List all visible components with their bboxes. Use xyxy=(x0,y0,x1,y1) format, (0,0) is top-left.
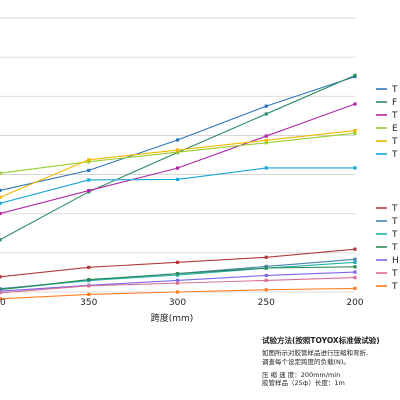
upper-series-line-1 xyxy=(0,74,356,241)
upper-series-3-point-1 xyxy=(87,160,91,164)
lower-series-5-point-0 xyxy=(0,291,2,295)
lower-series-5-point-4 xyxy=(353,276,357,280)
note-line-3: 压 缩 速 度：200mm/min xyxy=(262,370,341,379)
lower-series-4-point-4 xyxy=(353,270,357,274)
lower-series-6-point-4 xyxy=(353,286,357,290)
lower-legend-label-0: T xyxy=(391,204,398,214)
x-tick-label: 250 xyxy=(258,298,275,308)
upper-series-3-point-4 xyxy=(353,131,357,135)
upper-legend-label-5: T xyxy=(391,150,398,160)
lower-legend-label-2: T xyxy=(391,230,398,240)
upper-series-5-point-0 xyxy=(0,201,2,205)
upper-series-2-point-2 xyxy=(175,166,180,170)
x-tick-label: 200 xyxy=(346,298,363,308)
lower-series-3-point-1 xyxy=(87,278,91,282)
lower-series-5-point-2 xyxy=(175,281,180,285)
lower-legend-label-6: T xyxy=(391,282,398,292)
lower-series-4-point-2 xyxy=(175,278,180,282)
lower-series-3-point-4 xyxy=(353,265,357,269)
lower-series-4-point-3 xyxy=(264,273,268,278)
lower-legend-label-4: H xyxy=(392,256,399,266)
lower-legend-label-5: T xyxy=(391,269,398,279)
upper-series-5-point-1 xyxy=(87,178,91,182)
lower-series-1-point-4 xyxy=(353,257,357,261)
lower-series-3-point-3 xyxy=(264,266,268,270)
upper-series-line-5 xyxy=(0,167,355,204)
note-title: 试验方法(按照TOYOX标准做试验) xyxy=(262,336,380,345)
note-line-1: 如图所示对胶管样品进行压缩和弯折, xyxy=(262,349,369,358)
lower-legend-label-3: T xyxy=(391,243,398,253)
note-line-2: 调查每个设定跨度的负载(N)。 xyxy=(262,357,350,366)
lower-legend-label-1: T xyxy=(391,217,398,227)
upper-series-0-point-0 xyxy=(0,188,2,193)
lower-series-3-point-2 xyxy=(175,272,180,276)
x-tick-label: 350 xyxy=(80,298,97,308)
upper-legend-label-0: T xyxy=(391,85,398,95)
lower-series-6-point-0 xyxy=(0,297,2,301)
upper-series-1-point-4 xyxy=(353,73,357,77)
lower-series-5-point-3 xyxy=(264,278,268,282)
upper-series-4-point-3 xyxy=(264,138,268,142)
upper-series-2-point-4 xyxy=(353,102,357,106)
grid xyxy=(0,17,355,293)
upper-series-3-point-0 xyxy=(0,171,2,175)
upper-series-0-point-1 xyxy=(87,168,91,173)
upper-series-line-0 xyxy=(0,76,356,191)
upper-series-3-point-3 xyxy=(264,141,268,145)
upper-series-line-2 xyxy=(0,103,356,215)
upper-series-4-point-4 xyxy=(353,128,357,133)
upper-series-3-point-2 xyxy=(175,150,180,154)
note-line-4: 胶管样品（25ф）长度：1m xyxy=(262,378,345,387)
upper-series-2-point-0 xyxy=(0,211,2,216)
upper-legend-label-1: F xyxy=(392,98,397,108)
x-axis: 00 350 300 250 200 跨度(mm) xyxy=(0,298,364,324)
upper-legend-label-3: E xyxy=(392,124,398,134)
upper-series-4-point-0 xyxy=(0,195,2,199)
upper-series-4-point-2 xyxy=(175,148,180,152)
upper-series-2-point-3 xyxy=(264,134,268,138)
lower-series-0-point-2 xyxy=(175,260,180,264)
lower-series-6-point-3 xyxy=(264,288,268,292)
lower-series-0-point-3 xyxy=(264,255,268,259)
lower-series-6-point-1 xyxy=(87,292,91,296)
upper-series-5-point-2 xyxy=(175,177,180,182)
lower-series-0-point-4 xyxy=(353,247,357,251)
upper-series-4-point-1 xyxy=(87,158,91,162)
upper-series-1-point-3 xyxy=(264,112,268,116)
lower-series-0-point-1 xyxy=(87,265,91,269)
lower-series-line-3 xyxy=(0,266,356,291)
upper-series-5-point-4 xyxy=(353,166,357,170)
upper-legend-label-4: T xyxy=(391,137,398,147)
upper-series-0-point-3 xyxy=(264,104,268,108)
upper-series-5-point-3 xyxy=(264,166,268,170)
lower-series-5-point-1 xyxy=(87,284,91,288)
x-tick-label: 00 xyxy=(0,298,6,308)
lower-series-0-point-0 xyxy=(0,275,2,279)
upper-series-1-point-0 xyxy=(0,238,2,242)
upper-series-0-point-2 xyxy=(175,138,180,142)
series-group xyxy=(0,73,357,301)
lower-series-6-point-2 xyxy=(175,290,180,294)
x-tick-label: 300 xyxy=(169,298,186,308)
upper-series-2-point-1 xyxy=(87,188,91,193)
upper-legend-label-2: T xyxy=(391,111,398,121)
lower-series-2-point-4 xyxy=(353,260,357,264)
x-axis-title: 跨度(mm) xyxy=(151,312,194,324)
test-method-note: 试验方法(按照TOYOX标准做试验) 如图所示对胶管样品进行压缩和弯折, 调查每… xyxy=(262,336,400,387)
